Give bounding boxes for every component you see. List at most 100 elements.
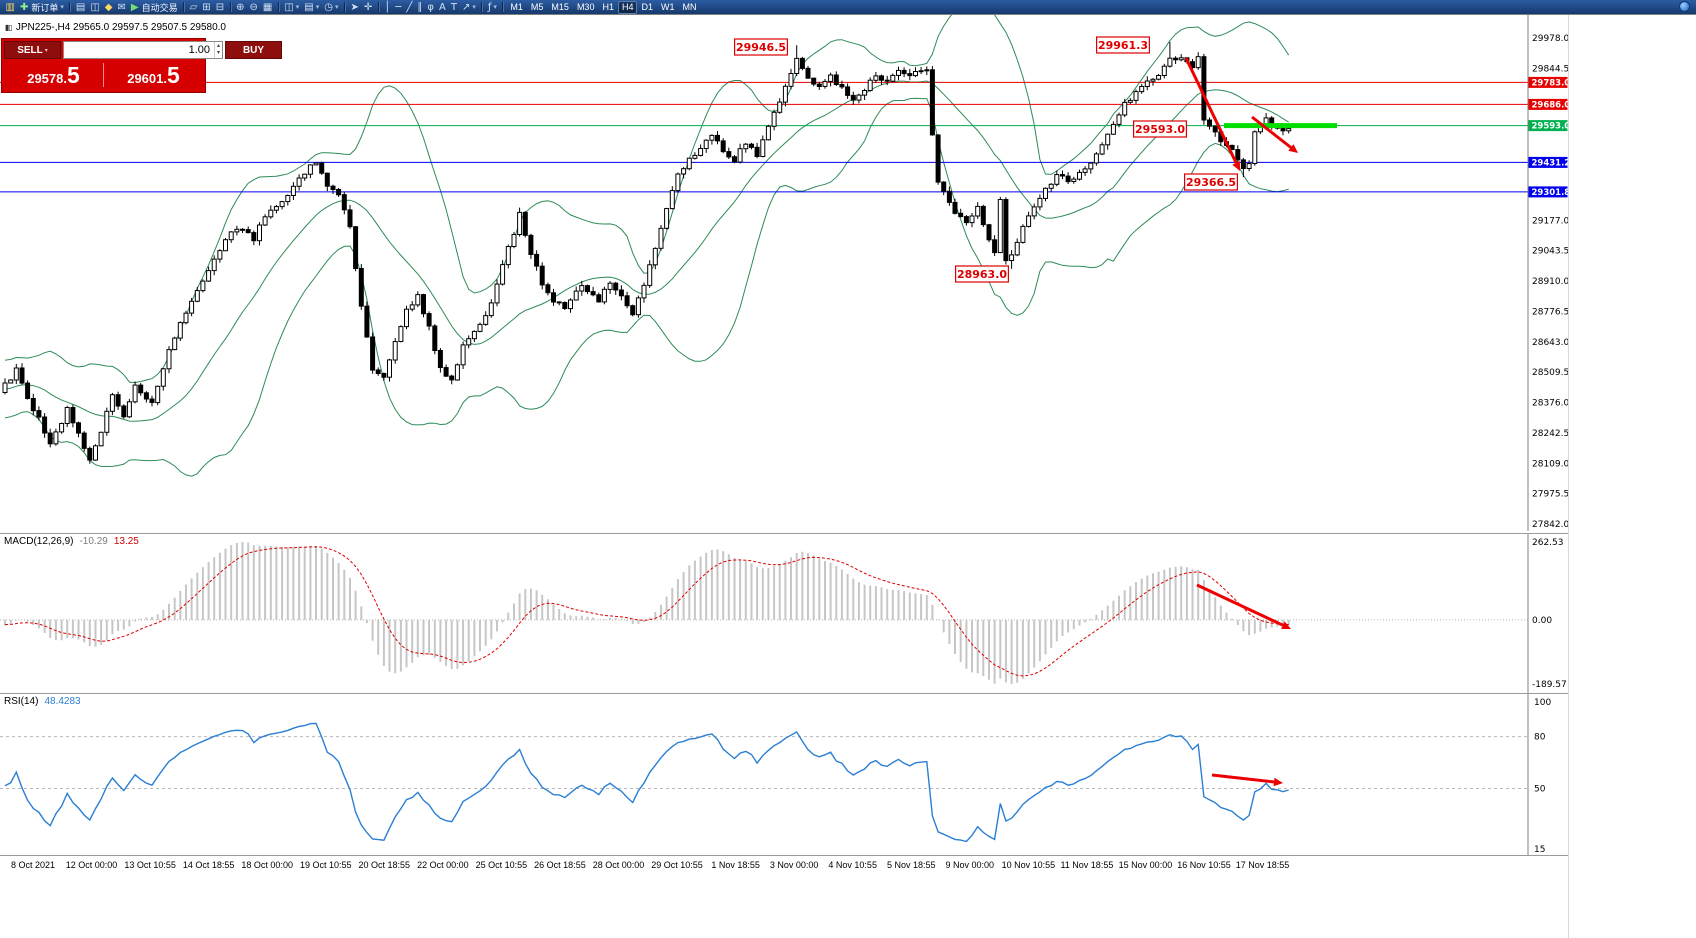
charts-button[interactable]: ◫ <box>88 1 102 14</box>
timeframe-mn-button[interactable]: MN <box>682 1 697 12</box>
timeframe-m30-button[interactable]: M30 <box>576 1 595 12</box>
vertical-line-icon: │ <box>384 1 391 13</box>
macd-panel[interactable]: 262.53 0.00 -189.57 <box>0 533 1568 693</box>
sell-price-display[interactable]: 29578. 5 <box>4 62 103 88</box>
svg-text:29946.5: 29946.5 <box>736 41 786 54</box>
svg-text:29961.3: 29961.3 <box>1098 39 1148 52</box>
svg-text:15: 15 <box>1534 845 1545 855</box>
crosshair-button[interactable]: ✛ <box>361 1 374 14</box>
horizontal-line-button[interactable]: ─ <box>393 1 404 14</box>
timeframe-m15-button[interactable]: M15 <box>551 1 569 12</box>
profiles-dropdown[interactable]: ▤ ▾ <box>302 1 322 14</box>
minimize-all-button[interactable]: ⊟ <box>213 1 226 14</box>
volume-spinner[interactable]: ▴ ▾ <box>214 42 222 58</box>
timeframe-h1-button[interactable]: H1 <box>602 1 614 12</box>
tile-windows-icon: ⊞ <box>202 1 211 13</box>
date-label: 22 Oct 00:00 <box>417 860 469 870</box>
mailbox-button[interactable]: ✉ <box>115 1 128 14</box>
text-label-button[interactable]: T <box>448 1 459 14</box>
macd-signal-value: 13.25 <box>113 536 139 547</box>
svg-text:29431.2: 29431.2 <box>1532 158 1569 168</box>
timeframe-w1-button[interactable]: W1 <box>661 1 675 12</box>
toolbar-separator <box>502 2 504 12</box>
timeframe-d1-button[interactable]: D1 <box>641 1 653 12</box>
minimize-all-icon: ⊟ <box>215 1 225 13</box>
trend-arrow[interactable] <box>1196 583 1291 629</box>
indicators-button[interactable]: ƒ ▾ <box>485 1 499 14</box>
date-label: 4 Nov 10:55 <box>828 860 877 870</box>
chart-window: 29978.0 29844.5 29177.0 29043.5 28910.0 28776… <box>0 14 1696 938</box>
trend-arrows[interactable] <box>1184 57 1298 171</box>
new-order-icon: ✚ <box>19 1 29 13</box>
cursor-button[interactable]: ➤ <box>348 1 361 14</box>
time-axis: 8 Oct 2021 12 Oct 00:00 13 Oct 10:55 14 Oct… <box>0 855 1568 872</box>
bollinger-bands <box>4 15 1290 477</box>
cascade-windows-button[interactable]: ▱ <box>187 1 200 14</box>
sell-options-caret-icon: ▾ <box>44 47 48 54</box>
buy-button[interactable]: BUY <box>225 41 283 59</box>
autotrading-button[interactable]: ▶ 自动交易 <box>128 1 180 14</box>
new-chart-button[interactable]: ▥ <box>3 1 17 14</box>
new-order-button[interactable]: ✚ 新订单 ▾ <box>17 1 66 14</box>
autotrading-icon: ▶ <box>130 1 139 13</box>
buy-button-label: BUY <box>242 44 265 56</box>
zoom-out-button[interactable]: ⊖ <box>247 1 260 14</box>
text-button[interactable]: A <box>436 1 448 14</box>
svg-text:50: 50 <box>1534 785 1546 795</box>
toolbar-separator <box>377 2 379 12</box>
alerts-button[interactable]: ◆ <box>102 1 115 14</box>
new-chart-dropdown[interactable]: ◫ ▾ <box>282 1 302 14</box>
trendline-button[interactable]: ╱ <box>404 1 415 14</box>
channel-button[interactable]: ∥ <box>415 1 425 14</box>
svg-text:28109.0: 28109.0 <box>1532 459 1568 469</box>
buy-price-main: 29601. <box>127 70 167 86</box>
cascade-windows-icon: ▱ <box>189 1 198 13</box>
arrows-button[interactable]: ↗ ▾ <box>459 1 478 14</box>
volume-down-icon[interactable]: ▾ <box>217 50 221 56</box>
svg-text:29844.5: 29844.5 <box>1532 64 1568 74</box>
timeframe-m5-button[interactable]: M5 <box>530 1 544 12</box>
volume-up-icon[interactable]: ▴ <box>217 43 221 49</box>
zoom-in-button[interactable]: ⊕ <box>234 1 247 14</box>
timeframe-m1-button[interactable]: M1 <box>510 1 523 12</box>
sell-button[interactable]: SELL ▾ <box>4 41 61 59</box>
volume-input[interactable] <box>64 42 214 58</box>
chart-ohlc-title: ▮▯ JPN225-,H4 29565.0 29597.5 29507.5 29… <box>5 22 226 33</box>
autotrading-button-label: 自动交易 <box>141 2 178 13</box>
rsi-name: RSI(14) <box>4 696 39 707</box>
fibonacci-button[interactable]: φ <box>425 1 437 14</box>
price-annotations[interactable]: 29946.5 29961.3 29593.0 29366.5 28963.0 <box>733 36 1238 283</box>
vertical-line-button[interactable]: │ <box>382 1 393 14</box>
new-chart-icon: ◫ <box>284 1 294 13</box>
cursor-icon: ➤ <box>350 1 359 13</box>
community-icon[interactable] <box>1679 1 1690 12</box>
periods-dropdown[interactable]: ◷ ▾ <box>322 1 341 14</box>
horizontal-line-icon: ─ <box>395 1 402 13</box>
svg-text:29301.8: 29301.8 <box>1532 188 1569 198</box>
trendline-icon: ╱ <box>406 1 413 13</box>
date-label: 8 Oct 2021 <box>10 860 56 870</box>
dropdown-caret-icon: ▾ <box>334 4 339 11</box>
grid-button[interactable]: ▦ <box>260 1 274 14</box>
price-chart-canvas[interactable]: 29978.0 29844.5 29177.0 29043.5 28910.0 28776… <box>0 15 1568 531</box>
profiles-icon: ▤ <box>304 1 314 13</box>
chart-icon: ▥ <box>5 1 15 13</box>
crosshair-icon: ✛ <box>363 1 373 13</box>
date-label: 26 Oct 18:55 <box>534 860 586 870</box>
buy-price-display[interactable]: 29601. 5 <box>104 62 203 88</box>
candlestick-series <box>2 41 1292 464</box>
rsi-panel[interactable]: 100 80 50 15 <box>0 693 1568 855</box>
main-toolbar: ▥ ✚ 新订单 ▾ ▤ ◫ ◆ ✉ ▶ 自动交易 ▱ ⊞ ⊟ ⊕ ⊖ ▦ ◫ ▾ ▤ ▾ ◷ ▾ ➤ ✛ │ ─ ╱ ∥ φ A T ↗ ▾ ƒ ▾… <box>0 0 1696 14</box>
date-label: 12 Oct 00:00 <box>65 860 118 870</box>
support-zone-line[interactable] <box>1224 123 1337 129</box>
svg-text:28376.0: 28376.0 <box>1532 399 1568 409</box>
svg-text:29783.0: 29783.0 <box>1532 78 1569 88</box>
date-label: 17 Nov 18:55 <box>1235 860 1290 870</box>
timeframe-h4-button[interactable]: H4 <box>617 0 638 14</box>
horizontal-level-lines[interactable] <box>0 81 1528 193</box>
trend-arrow[interactable] <box>1211 773 1283 787</box>
profiles-button[interactable]: ▤ <box>73 1 87 14</box>
date-label: 16 Nov 10:55 <box>1177 860 1231 870</box>
tile-windows-button[interactable]: ⊞ <box>200 1 213 14</box>
